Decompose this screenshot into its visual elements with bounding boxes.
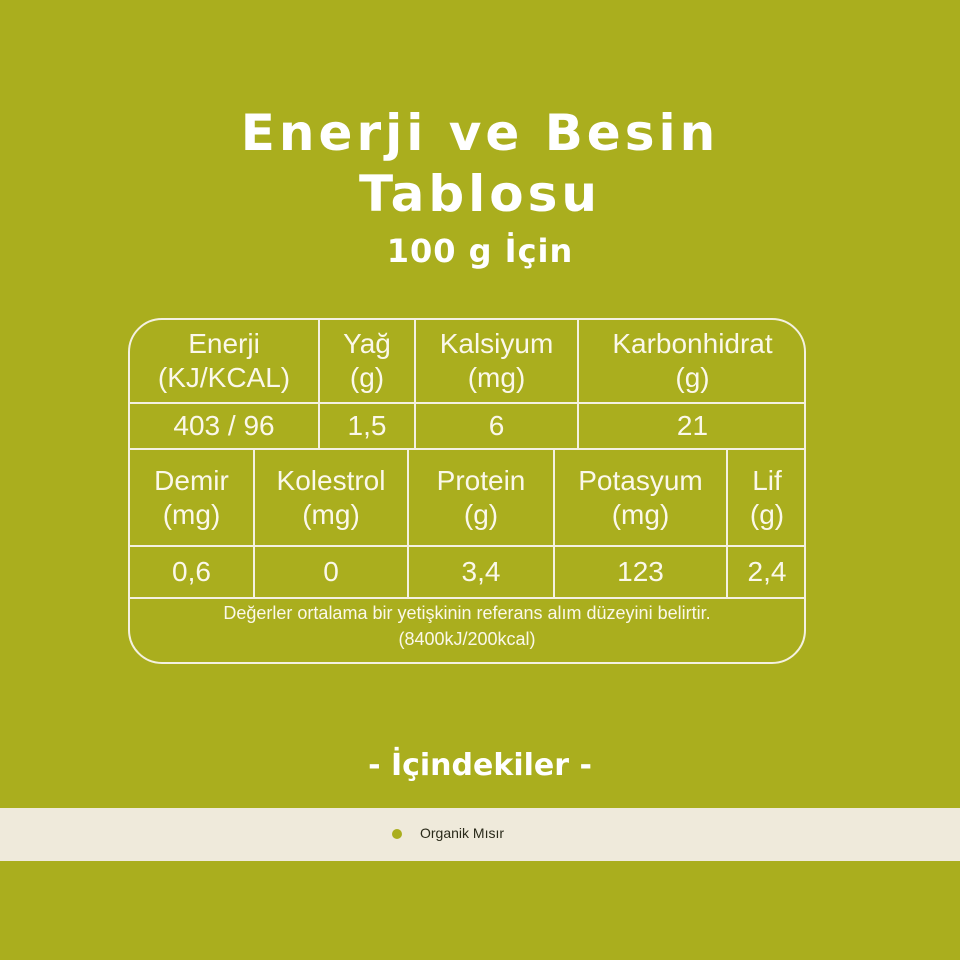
footnote-text: Değerler ortalama bir yetişkinin referan… [223,603,711,623]
table-value: 1,5 [347,410,387,441]
table-header: Yağ (g) [343,328,391,393]
subtitle: 100 g İçin [386,232,574,270]
table-header: Demir (mg) [154,464,229,530]
table-value: 0,6 [172,556,211,587]
table-value: 3,4 [461,556,501,587]
table-value: 403 / 96 [173,410,275,441]
table-header: Kolestrol (mg) [276,464,386,530]
table-value: 21 [676,410,709,441]
title-line-2: Tablosu [358,165,602,223]
table-header: Kalsiyum (mg) [439,328,554,393]
ingredients-list: Organik Mısır [0,808,960,861]
footnote: Değerler ortalama bir yetişkinin referan… [130,600,804,652]
table-header: Potasyum (mg) [578,464,703,530]
bullet-icon [392,829,402,839]
table-value: 6 [488,410,505,441]
ingredient-item: Organik Mısır [420,825,505,841]
table-value: 2,4 [747,556,787,587]
table-header: Karbonhidrat (g) [612,328,773,393]
table-header: Enerji (KJ/KCAL) [157,328,291,393]
table-header: Protein (g) [436,464,526,530]
table-value: 123 [617,556,664,587]
footnote-reference: (8400kJ/200kcal) [398,629,536,649]
table-header: Lif (g) [749,464,785,530]
ingredients-title: - İçindekiler - [368,748,592,783]
nutrition-table: Değerler ortalama bir yetişkinin referan… [128,318,806,664]
table-value: 0 [323,556,339,587]
title-line-1: Enerji ve Besin [240,104,720,162]
